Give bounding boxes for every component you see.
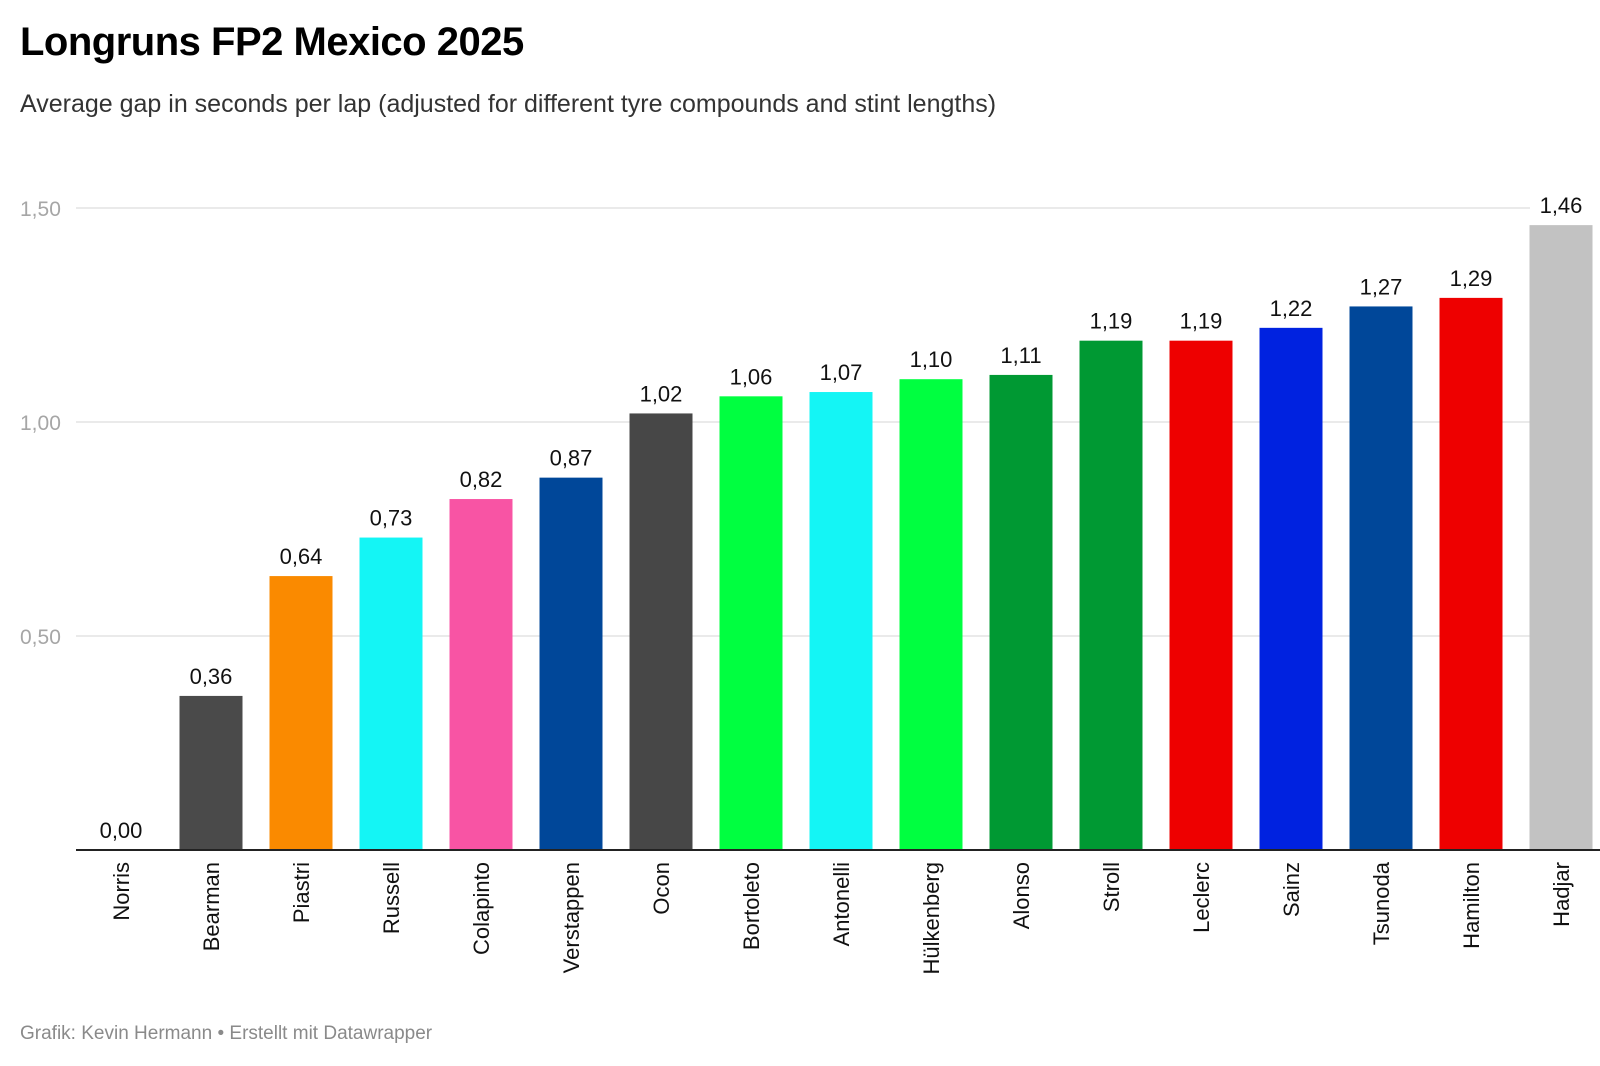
- x-tick-label: Ocon: [649, 862, 674, 915]
- x-tick-label: Tsunoda: [1369, 861, 1394, 945]
- x-tick-label: Piastri: [289, 862, 314, 923]
- x-tick-label: Norris: [109, 862, 134, 921]
- data-label: 0,64: [280, 544, 323, 569]
- data-label: 1,07: [820, 360, 863, 385]
- bar-chart: 0,50 1,00 1,50 0,00 Norris 0,36 Bearman 0,64 Pia…: [20, 193, 1600, 975]
- x-tick-label: Hadjar: [1549, 862, 1574, 927]
- y-tick-label: 0,50: [20, 626, 61, 649]
- data-label: 1,06: [730, 364, 773, 389]
- data-label: 1,27: [1360, 274, 1403, 299]
- bar: [1169, 340, 1233, 850]
- data-label: 1,22: [1270, 296, 1313, 321]
- footer-credit: Grafik: Kevin Hermann • Erstellt mit Dat…: [20, 1023, 433, 1044]
- x-tick-label: Sainz: [1279, 862, 1304, 917]
- data-label: 0,82: [460, 467, 503, 492]
- chart-subtitle: Average gap in seconds per lap (adjusted…: [20, 90, 997, 118]
- data-label: 1,19: [1180, 309, 1223, 334]
- bar: [449, 499, 513, 850]
- bar: [1349, 306, 1413, 850]
- y-tick-label: 1,50: [20, 198, 61, 221]
- bar: [1259, 327, 1323, 851]
- data-label: 1,46: [1540, 193, 1583, 218]
- bar: [269, 576, 333, 850]
- x-tick-label: Hamilton: [1459, 862, 1484, 949]
- chart-title: Longruns FP2 Mexico 2025: [20, 20, 524, 64]
- x-tick-label: Hülkenberg: [919, 862, 944, 975]
- y-tick-label: 1,00: [20, 412, 61, 435]
- x-tick-label: Bearman: [199, 862, 224, 951]
- bar: [1079, 340, 1143, 850]
- data-label: 0,73: [370, 506, 413, 531]
- data-label: 1,29: [1450, 266, 1493, 291]
- data-label: 1,10: [910, 347, 953, 372]
- x-tick-label: Alonso: [1009, 862, 1034, 929]
- bar: [899, 379, 963, 850]
- bar: [1439, 297, 1503, 850]
- x-tick-label: Russell: [379, 862, 404, 934]
- x-tick-label: Leclerc: [1189, 862, 1214, 933]
- bar: [179, 695, 243, 850]
- x-tick-label: Colapinto: [469, 862, 494, 955]
- x-tick-label: Verstappen: [559, 862, 584, 973]
- data-label: 1,11: [1000, 343, 1041, 368]
- x-tick-label: Bortoleto: [739, 862, 764, 950]
- bar: [629, 413, 693, 850]
- bar: [539, 477, 603, 850]
- data-label: 0,87: [550, 446, 593, 471]
- x-tick-label: Stroll: [1099, 862, 1124, 912]
- bar: [989, 374, 1053, 850]
- data-label: 0,36: [190, 664, 233, 689]
- bar: [1529, 225, 1593, 850]
- data-label: 1,02: [640, 381, 683, 406]
- bar: [809, 392, 873, 850]
- data-label: 0,00: [100, 818, 143, 843]
- bar: [359, 537, 423, 850]
- x-tick-label: Antonelli: [829, 862, 854, 946]
- bar: [719, 396, 783, 850]
- data-label: 1,19: [1090, 309, 1133, 334]
